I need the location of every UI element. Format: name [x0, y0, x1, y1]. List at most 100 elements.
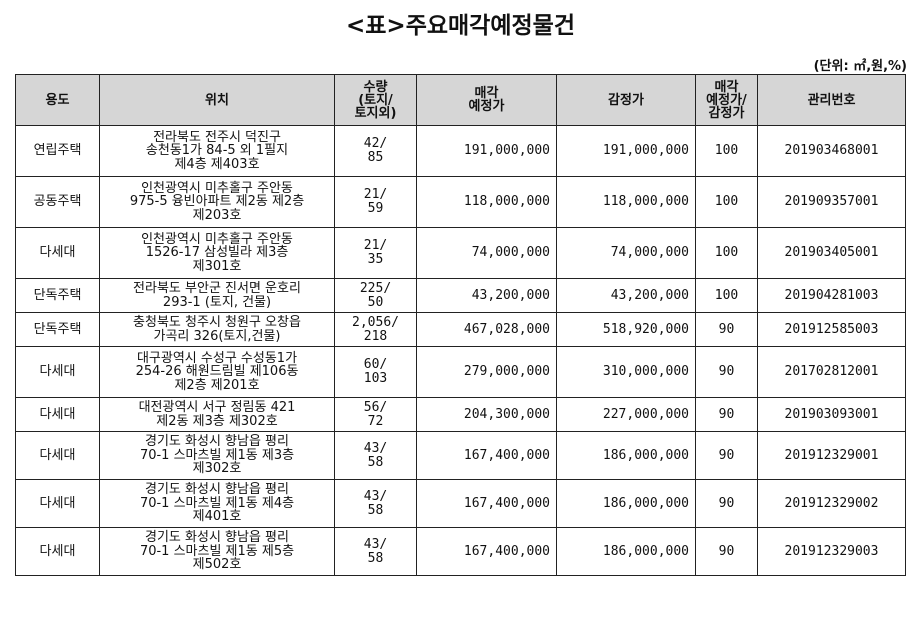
table-row: 단독주택 충청북도 청주시 청원구 오창읍 가곡리 326(토지,건물) 2,0… — [15, 312, 906, 347]
header-row: 용도 위치 수량 (토지/ 토지외) 매각 예정가 감정가 매각 예정가/ 감정… — [15, 74, 906, 126]
header-sale-line: 예정가 — [468, 99, 505, 114]
header-qty-line: 토지외) — [354, 105, 397, 121]
cell-location: 경기도 화성시 향남읍 평리 70-1 스마츠빌 제1동 제3층 제302호 — [99, 431, 335, 480]
cell-mgmt-no: 201904281003 — [757, 278, 906, 313]
location-line: 송천동1가 84-5 외 1필지 — [145, 143, 289, 159]
qty-other: 85 — [367, 150, 384, 165]
location-line: 경기도 화성시 향남읍 평리 — [145, 434, 289, 450]
location-line: 제401호 — [192, 509, 242, 525]
table-row: 다세대 경기도 화성시 향남읍 평리 70-1 스마츠빌 제1동 제4층 제40… — [15, 479, 906, 528]
location-line: 대전광역시 서구 정림동 421 — [138, 400, 296, 415]
qty-other: 59 — [367, 201, 384, 216]
cell-sale-price: 204,300,000 — [416, 397, 557, 432]
header-use: 용도 — [15, 74, 100, 126]
qty-other: 58 — [367, 454, 384, 470]
location-line: 1526-17 삼성빌라 제3층 — [145, 245, 289, 261]
cell-sale-price: 191,000,000 — [416, 125, 557, 177]
cell-use: 연립주택 — [15, 125, 100, 177]
location-line: 제2층 제201호 — [174, 377, 260, 393]
location-line: 975-5 융빈아파트 제2동 제2층 — [129, 194, 305, 210]
location-line: 70-1 스마츠빌 제1동 제5층 — [139, 543, 295, 559]
location-line: 293-1 (토지, 건물) — [162, 294, 272, 310]
cell-ratio: 100 — [695, 227, 758, 279]
qty-land: 60/ — [363, 357, 388, 372]
location-line: 경기도 화성시 향남읍 평리 — [145, 482, 289, 498]
cell-sale-price: 118,000,000 — [416, 176, 557, 228]
header-ratio: 매각 예정가/ 감정가 — [695, 74, 758, 126]
location-line: 전라북도 전주시 덕진구 — [153, 129, 281, 145]
qty-other: 35 — [367, 252, 384, 267]
cell-qty: 42/ 85 — [334, 125, 417, 177]
cell-ratio: 90 — [695, 527, 758, 576]
cell-use: 단독주택 — [15, 278, 100, 313]
location-line: 가곡리 326(토지,건물) — [153, 328, 281, 344]
table-row: 연립주택 전라북도 전주시 덕진구 송천동1가 84-5 외 1필지 제4층 제… — [15, 125, 906, 177]
document-title: <표>주요매각예정물건 — [346, 13, 575, 39]
qty-other: 103 — [363, 371, 388, 386]
header-ratio-line: 감정가 — [708, 105, 745, 121]
header-ratio-line: 매각 — [714, 79, 739, 95]
table-row: 공동주택 인천광역시 미추홀구 주안동 975-5 융빈아파트 제2동 제2층 … — [15, 176, 906, 228]
location-line: 70-1 스마츠빌 제1동 제3층 — [139, 447, 295, 463]
location-line: 대구광역시 수성구 수성동1가 — [136, 350, 298, 366]
location-line: 제4층 제403호 — [174, 156, 260, 172]
header-qty-line: 수량 — [363, 79, 388, 95]
cell-sale-price: 467,028,000 — [416, 312, 557, 347]
qty-land: 43/ — [363, 536, 388, 552]
cell-qty: 43/ 58 — [334, 431, 417, 480]
cell-sale-price: 167,400,000 — [416, 479, 557, 528]
cell-qty: 21/ 35 — [334, 227, 417, 279]
cell-location: 대전광역시 서구 정림동 421 제2동 제3층 제302호 — [99, 397, 335, 432]
cell-location: 충청북도 청주시 청원구 오창읍 가곡리 326(토지,건물) — [99, 312, 335, 347]
header-ratio-line: 예정가/ — [706, 92, 747, 108]
cell-location: 인천광역시 미추홀구 주안동 975-5 융빈아파트 제2동 제2층 제203호 — [99, 176, 335, 228]
cell-ratio: 90 — [695, 312, 758, 347]
location-line: 인천광역시 미추홀구 주안동 — [141, 231, 293, 247]
cell-mgmt-no: 201903468001 — [757, 125, 906, 177]
table-row: 단독주택 전라북도 부안군 진서면 운호리 293-1 (토지, 건물) 225… — [15, 278, 906, 313]
cell-location: 전라북도 전주시 덕진구 송천동1가 84-5 외 1필지 제4층 제403호 — [99, 125, 335, 177]
qty-land: 21/ — [363, 238, 388, 253]
cell-use: 공동주택 — [15, 176, 100, 228]
qty-land: 21/ — [363, 187, 388, 202]
qty-land: 43/ — [363, 440, 388, 456]
cell-use: 다세대 — [15, 527, 100, 576]
cell-use: 다세대 — [15, 346, 100, 398]
cell-mgmt-no: 201912329002 — [757, 479, 906, 528]
table-row: 다세대 대전광역시 서구 정림동 421 제2동 제3층 제302호 56/ 7… — [15, 397, 906, 432]
cell-appraisal: 43,200,000 — [556, 278, 696, 313]
qty-land: 56/ — [363, 399, 388, 415]
qty-other: 72 — [367, 413, 384, 429]
cell-ratio: 100 — [695, 278, 758, 313]
cell-qty: 225/ 50 — [334, 278, 417, 313]
qty-land: 43/ — [363, 488, 388, 504]
cell-mgmt-no: 201903093001 — [757, 397, 906, 432]
header-qty: 수량 (토지/ 토지외) — [334, 74, 417, 126]
cell-qty: 21/ 59 — [334, 176, 417, 228]
cell-qty: 43/ 58 — [334, 527, 417, 576]
cell-location: 전라북도 부안군 진서면 운호리 293-1 (토지, 건물) — [99, 278, 335, 313]
cell-location: 대구광역시 수성구 수성동1가 254-26 해원드림빌 제106동 제2층 제… — [99, 346, 335, 398]
table-row: 다세대 대구광역시 수성구 수성동1가 254-26 해원드림빌 제106동 제… — [15, 346, 906, 398]
location-line: 인천광역시 미추홀구 주안동 — [141, 180, 293, 196]
location-line: 제302호 — [192, 461, 242, 477]
unit-note: (단위: ㎡,원,%) — [813, 59, 907, 74]
cell-mgmt-no: 201903405001 — [757, 227, 906, 279]
cell-location: 경기도 화성시 향남읍 평리 70-1 스마츠빌 제1동 제4층 제401호 — [99, 479, 335, 528]
property-table-container: 용도 위치 수량 (토지/ 토지외) 매각 예정가 감정가 매각 예정가/ 감정… — [15, 74, 906, 576]
cell-use: 다세대 — [15, 479, 100, 528]
cell-qty: 60/ 103 — [334, 346, 417, 398]
qty-land: 42/ — [363, 136, 388, 151]
cell-sale-price: 167,400,000 — [416, 431, 557, 480]
cell-appraisal: 186,000,000 — [556, 479, 696, 528]
qty-other: 58 — [367, 502, 384, 518]
cell-qty: 2,056/ 218 — [334, 312, 417, 347]
cell-appraisal: 227,000,000 — [556, 397, 696, 432]
qty-land: 2,056/ — [352, 314, 399, 330]
cell-ratio: 100 — [695, 125, 758, 177]
cell-mgmt-no: 201909357001 — [757, 176, 906, 228]
cell-sale-price: 279,000,000 — [416, 346, 557, 398]
header-location: 위치 — [99, 74, 335, 126]
cell-ratio: 90 — [695, 346, 758, 398]
cell-mgmt-no: 201912329003 — [757, 527, 906, 576]
